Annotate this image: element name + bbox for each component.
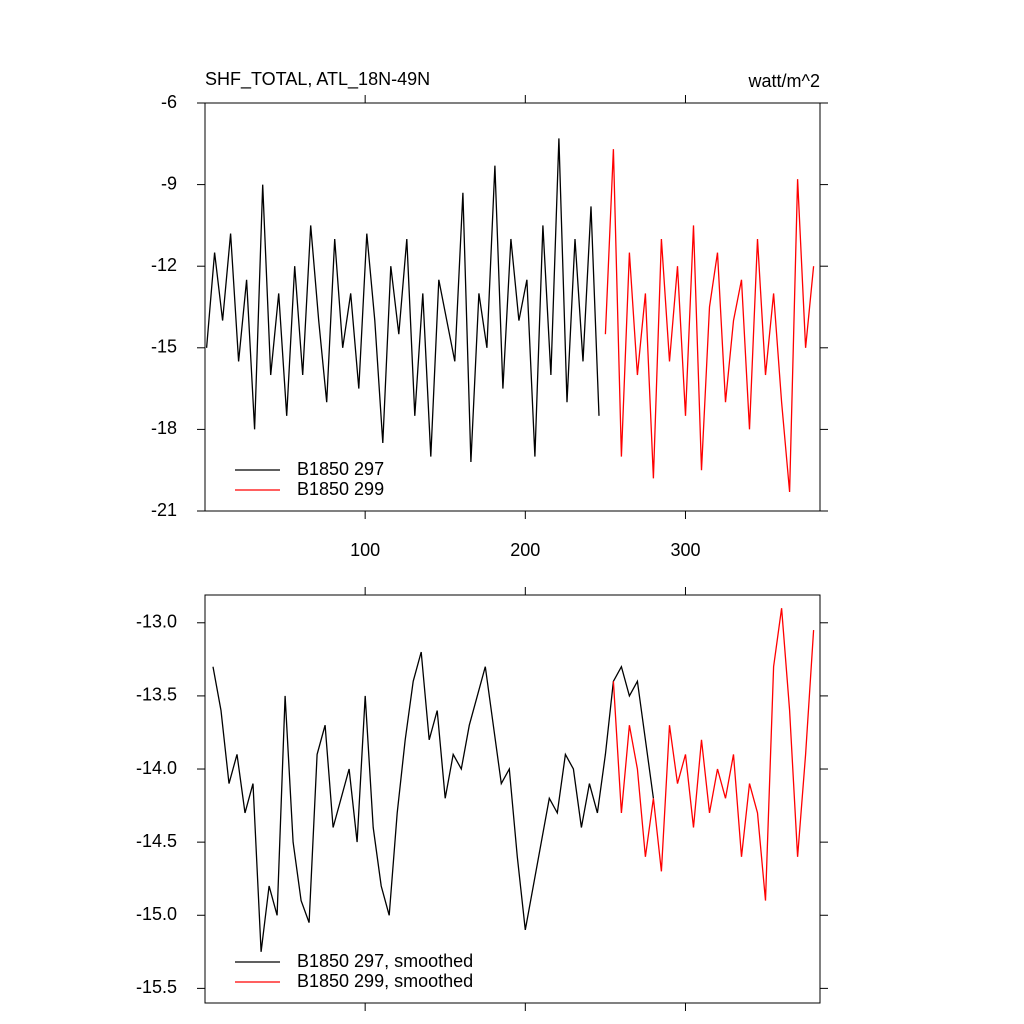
- plot-frame: [204, 594, 821, 1004]
- data-line: [212, 651, 655, 952]
- x-tick-label: 300: [670, 540, 700, 560]
- legend-label: B1850 299: [297, 479, 384, 499]
- legend-label: B1850 299, smoothed: [297, 971, 473, 991]
- x-tick-label: 100: [350, 540, 380, 560]
- y-tick-label: -13.0: [136, 612, 177, 632]
- y-tick-label: -14.5: [136, 831, 177, 851]
- y-tick-label: -15: [151, 337, 177, 357]
- units-label: watt/m^2: [748, 71, 820, 91]
- chart-title: SHF_TOTAL, ATL_18N-49N: [205, 69, 430, 90]
- y-tick-label: -18: [151, 418, 177, 438]
- data-line: [612, 608, 815, 901]
- y-tick-label: -21: [151, 500, 177, 520]
- legend-label: B1850 297: [297, 459, 384, 479]
- y-tick-label: -15.5: [136, 977, 177, 997]
- data-line: [205, 138, 600, 463]
- y-tick-label: -13.5: [136, 685, 177, 705]
- plot-frame: [204, 102, 821, 512]
- y-tick-label: -9: [161, 173, 177, 193]
- y-tick-label: -6: [161, 92, 177, 112]
- y-tick-label: -12: [151, 255, 177, 275]
- y-tick-label: -14.0: [136, 758, 177, 778]
- data-line: [604, 149, 815, 493]
- y-tick-label: -15.0: [136, 904, 177, 924]
- x-tick-label: 200: [510, 540, 540, 560]
- legend-label: B1850 297, smoothed: [297, 951, 473, 971]
